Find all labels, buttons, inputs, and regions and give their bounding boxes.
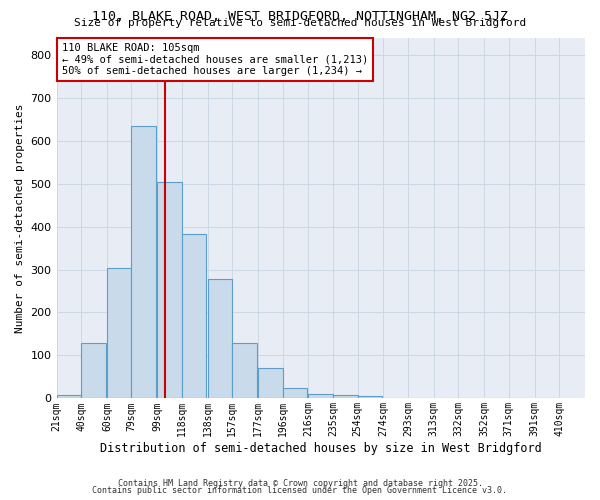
Text: Size of property relative to semi-detached houses in West Bridgford: Size of property relative to semi-detach… xyxy=(74,18,526,28)
Bar xyxy=(81,344,106,398)
Bar xyxy=(308,394,333,398)
Text: Contains public sector information licensed under the Open Government Licence v3: Contains public sector information licen… xyxy=(92,486,508,495)
Y-axis label: Number of semi-detached properties: Number of semi-detached properties xyxy=(15,103,25,332)
Bar xyxy=(208,279,232,398)
Text: Contains HM Land Registry data © Crown copyright and database right 2025.: Contains HM Land Registry data © Crown c… xyxy=(118,478,482,488)
Bar xyxy=(157,182,182,398)
Bar xyxy=(283,388,307,398)
Bar xyxy=(182,234,206,398)
Bar xyxy=(232,342,257,398)
Bar xyxy=(56,395,81,398)
X-axis label: Distribution of semi-detached houses by size in West Bridgford: Distribution of semi-detached houses by … xyxy=(100,442,542,455)
Text: 110 BLAKE ROAD: 105sqm
← 49% of semi-detached houses are smaller (1,213)
50% of : 110 BLAKE ROAD: 105sqm ← 49% of semi-det… xyxy=(62,43,368,76)
Bar xyxy=(258,368,283,398)
Bar xyxy=(333,396,358,398)
Bar xyxy=(358,396,382,398)
Bar xyxy=(107,268,131,398)
Bar xyxy=(131,126,156,398)
Text: 110, BLAKE ROAD, WEST BRIDGFORD, NOTTINGHAM, NG2 5JZ: 110, BLAKE ROAD, WEST BRIDGFORD, NOTTING… xyxy=(92,10,508,23)
